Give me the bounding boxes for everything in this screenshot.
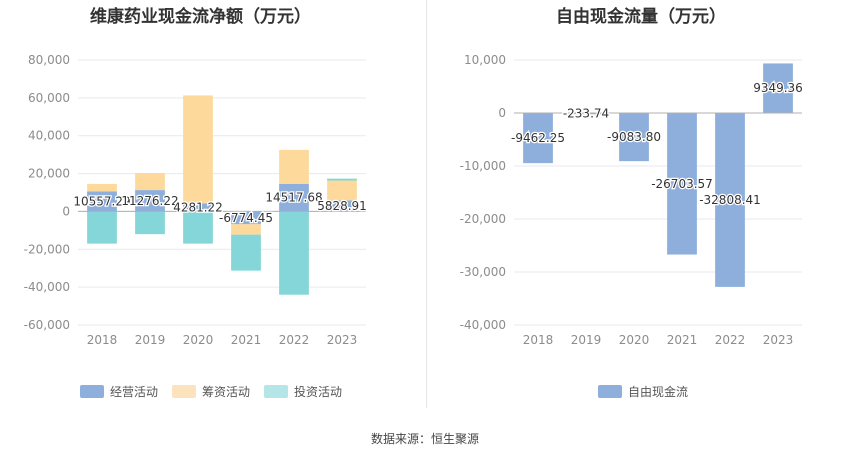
bar-2022-series-1 <box>279 149 309 184</box>
bar-2020-series-2 <box>183 211 213 244</box>
legend-item-free-cash-flow[interactable]: 自由现金流 <box>598 383 688 400</box>
data-label: -9462.25 <box>511 131 565 145</box>
bar-2023-series-1 <box>327 180 357 201</box>
x-tick-label: 2019 <box>571 333 602 347</box>
left-chart-title: 维康药业现金流净额（万元） <box>90 7 311 27</box>
legend-item-financing[interactable]: 筹资活动 <box>172 383 250 400</box>
bar-2021-series-0 <box>231 211 261 225</box>
y-tick-label: -10,000 <box>460 159 506 173</box>
x-tick-label: 2023 <box>763 333 794 347</box>
bar-2022-series-0 <box>279 183 309 212</box>
bar-2020-series-1 <box>183 95 213 204</box>
y-tick-label: 0 <box>498 106 506 120</box>
legend-item-investing[interactable]: 投资活动 <box>264 383 342 400</box>
bar-2018-series-2 <box>87 211 117 244</box>
legend-label-investing: 投资活动 <box>294 385 343 399</box>
x-tick-label: 2021 <box>231 333 262 347</box>
y-tick-label: 20,000 <box>28 167 70 181</box>
data-label: 4281.22 <box>173 200 223 214</box>
legend-swatch-operating <box>80 385 104 398</box>
y-tick-label: 40,000 <box>28 129 70 143</box>
bar-2019-series-0 <box>571 113 601 115</box>
x-tick-label: 2022 <box>715 333 746 347</box>
x-tick-label: 2021 <box>667 333 698 347</box>
y-tick-label: -60,000 <box>24 318 70 332</box>
bar-2018-series-0 <box>523 113 553 164</box>
data-label: -26703.57 <box>651 177 713 191</box>
y-tick-label: 80,000 <box>28 53 70 67</box>
data-label: -32808.41 <box>699 193 761 207</box>
legend-item-operating[interactable]: 经营活动 <box>80 383 158 400</box>
data-label: -9083.80 <box>607 130 661 144</box>
y-tick-label: -20,000 <box>24 242 70 256</box>
bar-2022-series-2 <box>279 211 309 295</box>
legend-label-free-cash-flow: 自由现金流 <box>628 385 689 399</box>
legend-label-financing: 筹资活动 <box>202 385 251 399</box>
data-label: -233.74 <box>563 107 609 121</box>
y-tick-label: -20,000 <box>460 212 506 226</box>
y-tick-label: 60,000 <box>28 91 70 105</box>
bar-2023-series-0 <box>327 200 357 212</box>
bar-2023-series-0 <box>763 63 793 113</box>
x-tick-label: 2019 <box>135 333 166 347</box>
bar-2023-series-2 <box>327 178 357 181</box>
bar-2020-series-0 <box>619 113 649 162</box>
data-label: 11276.22 <box>121 194 178 208</box>
data-label: 9349.36 <box>753 81 803 95</box>
bar-2020-series-0 <box>183 203 213 212</box>
cash-flow-stacked-bar-chart: 80,000 60,000 40,000 20,000 0 -20,000 -40,000 -… <box>24 53 368 347</box>
legend-label-operating: 经营活动 <box>110 385 159 399</box>
bar-2018-series-1 <box>87 183 117 192</box>
x-tick-label: 2023 <box>327 333 358 347</box>
chart-divider <box>426 0 427 408</box>
y-tick-label: 10,000 <box>464 53 506 67</box>
x-tick-label: 2020 <box>619 333 650 347</box>
legend-swatch-free-cash-flow <box>598 385 622 398</box>
y-tick-label: -40,000 <box>24 280 70 294</box>
bar-2019-series-1 <box>135 173 165 191</box>
bar-2019-series-2 <box>135 211 165 235</box>
bar-2022-series-0 <box>715 113 745 287</box>
data-source-note: 数据来源：恒生聚源 <box>370 432 479 446</box>
left-legend: 经营活动 筹资活动 投资活动 <box>80 383 356 400</box>
bar-2021-series-2 <box>231 234 261 271</box>
y-tick-label: -30,000 <box>460 265 506 279</box>
free-cash-flow-bar-chart: 10,000 0 -10,000 -20,000 -30,000 -40,000 2018 2… <box>460 53 804 347</box>
bar-2019-series-0 <box>135 190 165 212</box>
legend-swatch-investing <box>264 385 289 398</box>
legend-swatch-financing <box>172 385 197 398</box>
data-label: -6774.45 <box>219 211 273 225</box>
bar-2021-series-0 <box>667 113 697 255</box>
right-chart-title: 自由现金流量（万元） <box>556 7 726 27</box>
y-tick-label: 0 <box>62 204 70 218</box>
right-legend: 自由现金流 <box>598 383 702 400</box>
data-label: 5828.91 <box>317 199 367 213</box>
bar-2021-series-1 <box>231 224 261 235</box>
bar-2018-series-0 <box>87 191 117 212</box>
x-tick-label: 2018 <box>523 333 554 347</box>
x-tick-label: 2022 <box>279 333 310 347</box>
y-tick-label: -40,000 <box>460 318 506 332</box>
x-tick-label: 2020 <box>183 333 214 347</box>
x-tick-label: 2018 <box>87 333 118 347</box>
data-label: 10557.29 <box>73 194 130 208</box>
data-label: 14517.68 <box>265 191 322 205</box>
